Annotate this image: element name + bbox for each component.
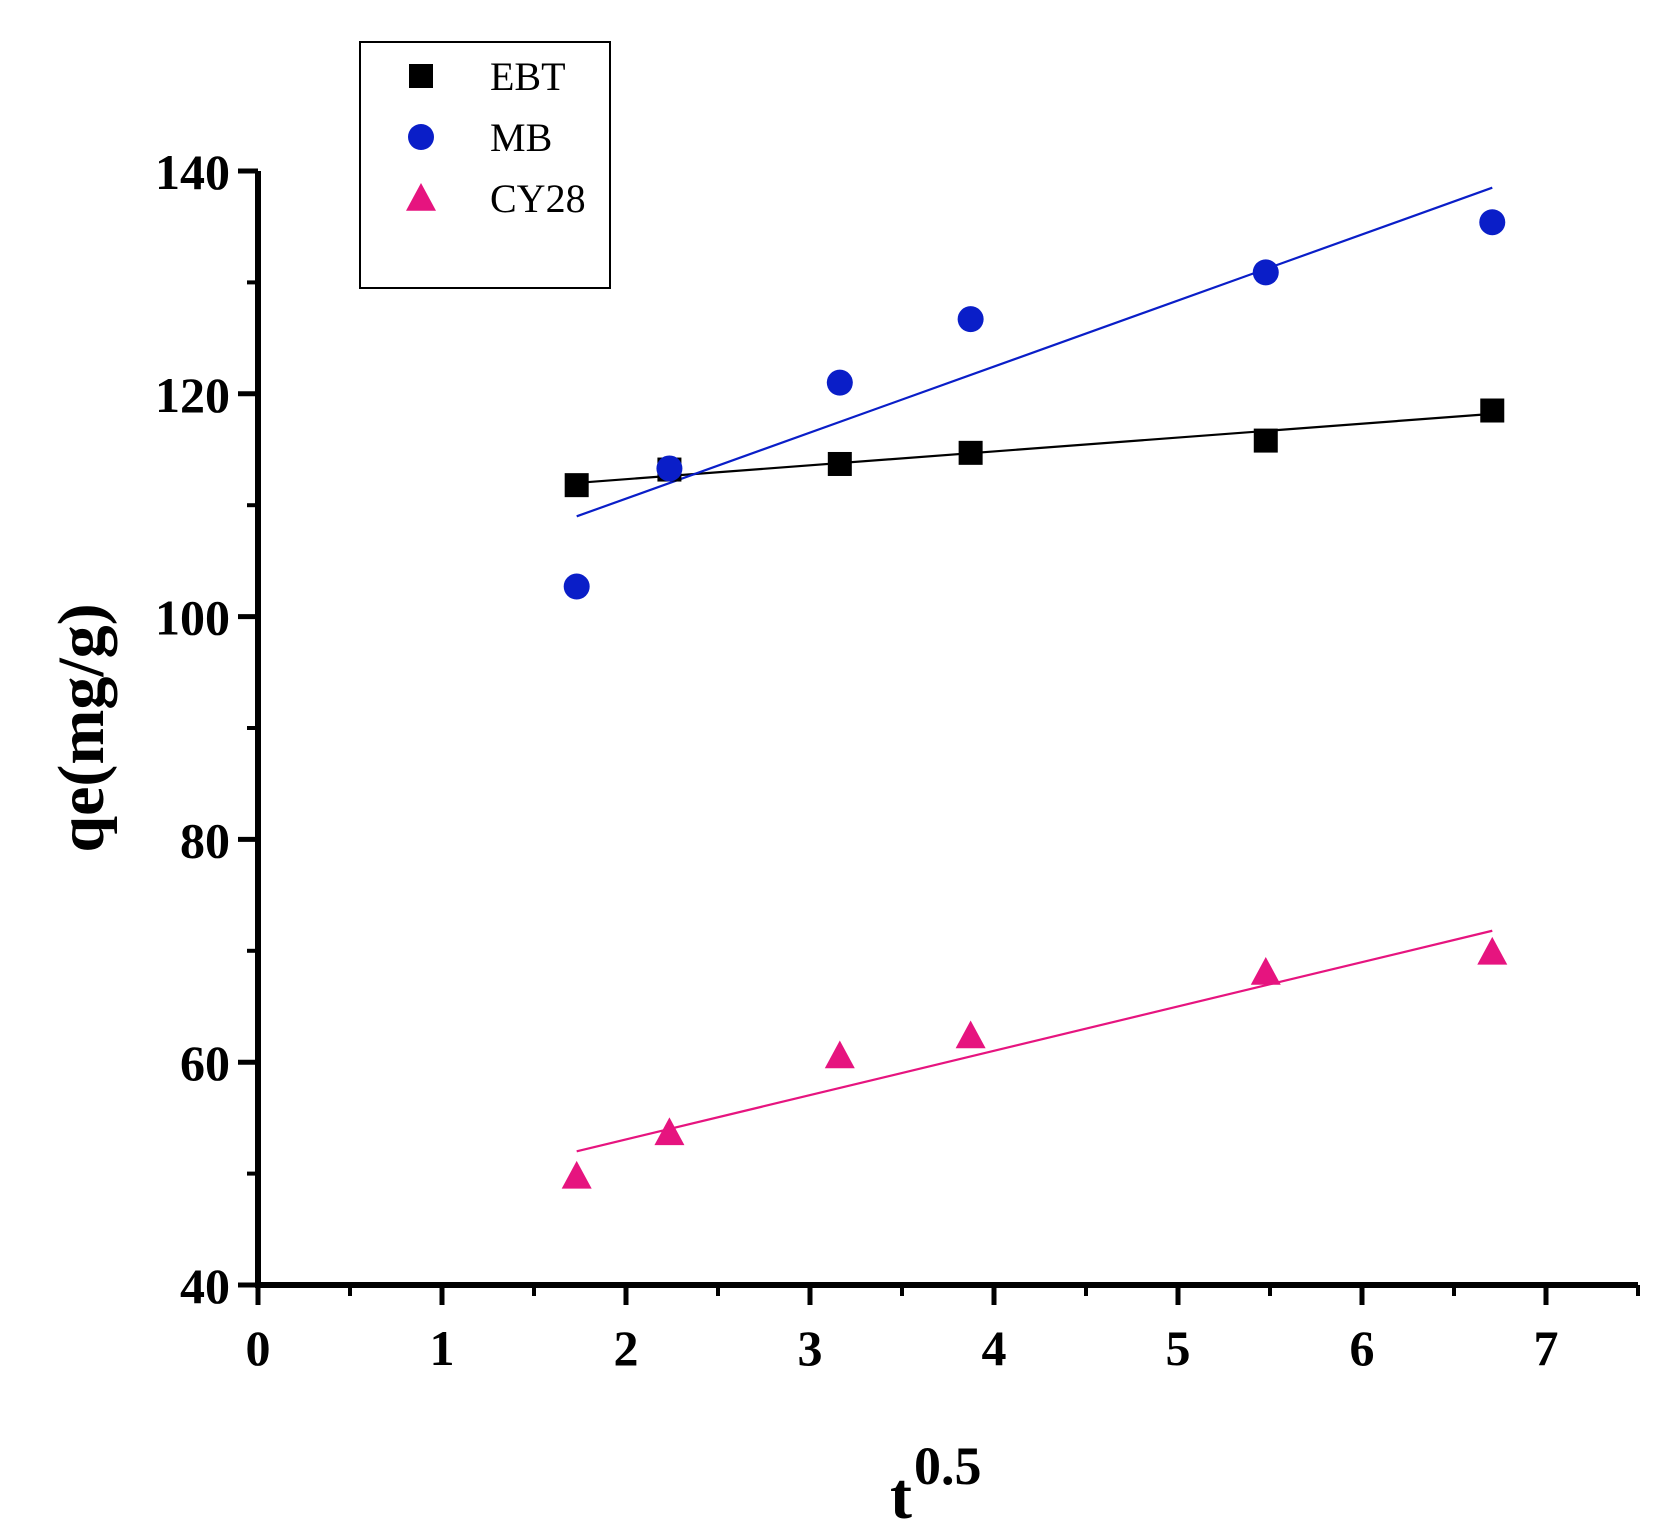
- y-tick-label: 140: [155, 144, 230, 200]
- point-mb: [826, 369, 853, 396]
- legend-label-cy28: CY28: [490, 176, 586, 221]
- ticks: [238, 168, 1640, 1305]
- point-mb: [1252, 259, 1279, 286]
- point-ebt: [1253, 428, 1278, 453]
- legend: EBT MB CY28: [359, 41, 611, 289]
- fit-line-ebt: [576, 412, 1493, 485]
- point-cy28: [1250, 956, 1281, 985]
- point-cy28: [561, 1160, 592, 1189]
- fit-line-cy28: [576, 929, 1493, 1153]
- x-tick-label: 2: [614, 1320, 639, 1376]
- x-axis-title: t0.5: [890, 1436, 981, 1532]
- point-ebt: [827, 451, 852, 476]
- point-mb: [957, 306, 984, 333]
- x-axis-title-superscript: 0.5: [914, 1436, 982, 1496]
- y-tick-label: 80: [180, 812, 230, 868]
- x-tick-label: 6: [1350, 1320, 1375, 1376]
- x-tick-label: 1: [430, 1320, 455, 1376]
- point-mb: [656, 455, 683, 482]
- fit-lines: [576, 186, 1493, 1153]
- legend-box: [359, 41, 611, 289]
- data-points: [561, 209, 1508, 1189]
- point-cy28: [955, 1020, 986, 1049]
- x-tick-label: 0: [246, 1320, 271, 1376]
- point-mb: [1479, 209, 1506, 236]
- legend-label-ebt: EBT: [490, 54, 566, 99]
- x-axis-title-base: t: [890, 1460, 912, 1532]
- y-tick-label: 120: [155, 367, 230, 423]
- x-tick-label: 7: [1534, 1320, 1559, 1376]
- legend-marker-mb: [408, 124, 434, 150]
- point-ebt: [564, 473, 589, 498]
- legend-marker-ebt: [409, 64, 433, 88]
- point-cy28: [654, 1117, 685, 1146]
- fit-line-mb: [576, 186, 1493, 518]
- y-axis-title: qe(mg/g): [45, 603, 118, 852]
- point-mb: [563, 573, 590, 600]
- y-tick-label: 40: [180, 1258, 230, 1314]
- point-cy28: [1477, 936, 1508, 965]
- point-ebt: [1480, 398, 1505, 423]
- legend-marker-cy28: [406, 183, 436, 211]
- x-tick-label: 3: [798, 1320, 823, 1376]
- tick-labels: 0 1 2 3 4 5 6 7 40 60 80 100 120 140: [155, 144, 1559, 1376]
- point-cy28: [824, 1040, 855, 1069]
- y-tick-label: 100: [155, 590, 230, 646]
- axes: [255, 171, 1638, 1288]
- y-tick-label: 60: [180, 1035, 230, 1091]
- legend-label-mb: MB: [490, 115, 552, 160]
- point-ebt: [958, 440, 983, 465]
- x-tick-label: 5: [1166, 1320, 1191, 1376]
- x-tick-label: 4: [982, 1320, 1007, 1376]
